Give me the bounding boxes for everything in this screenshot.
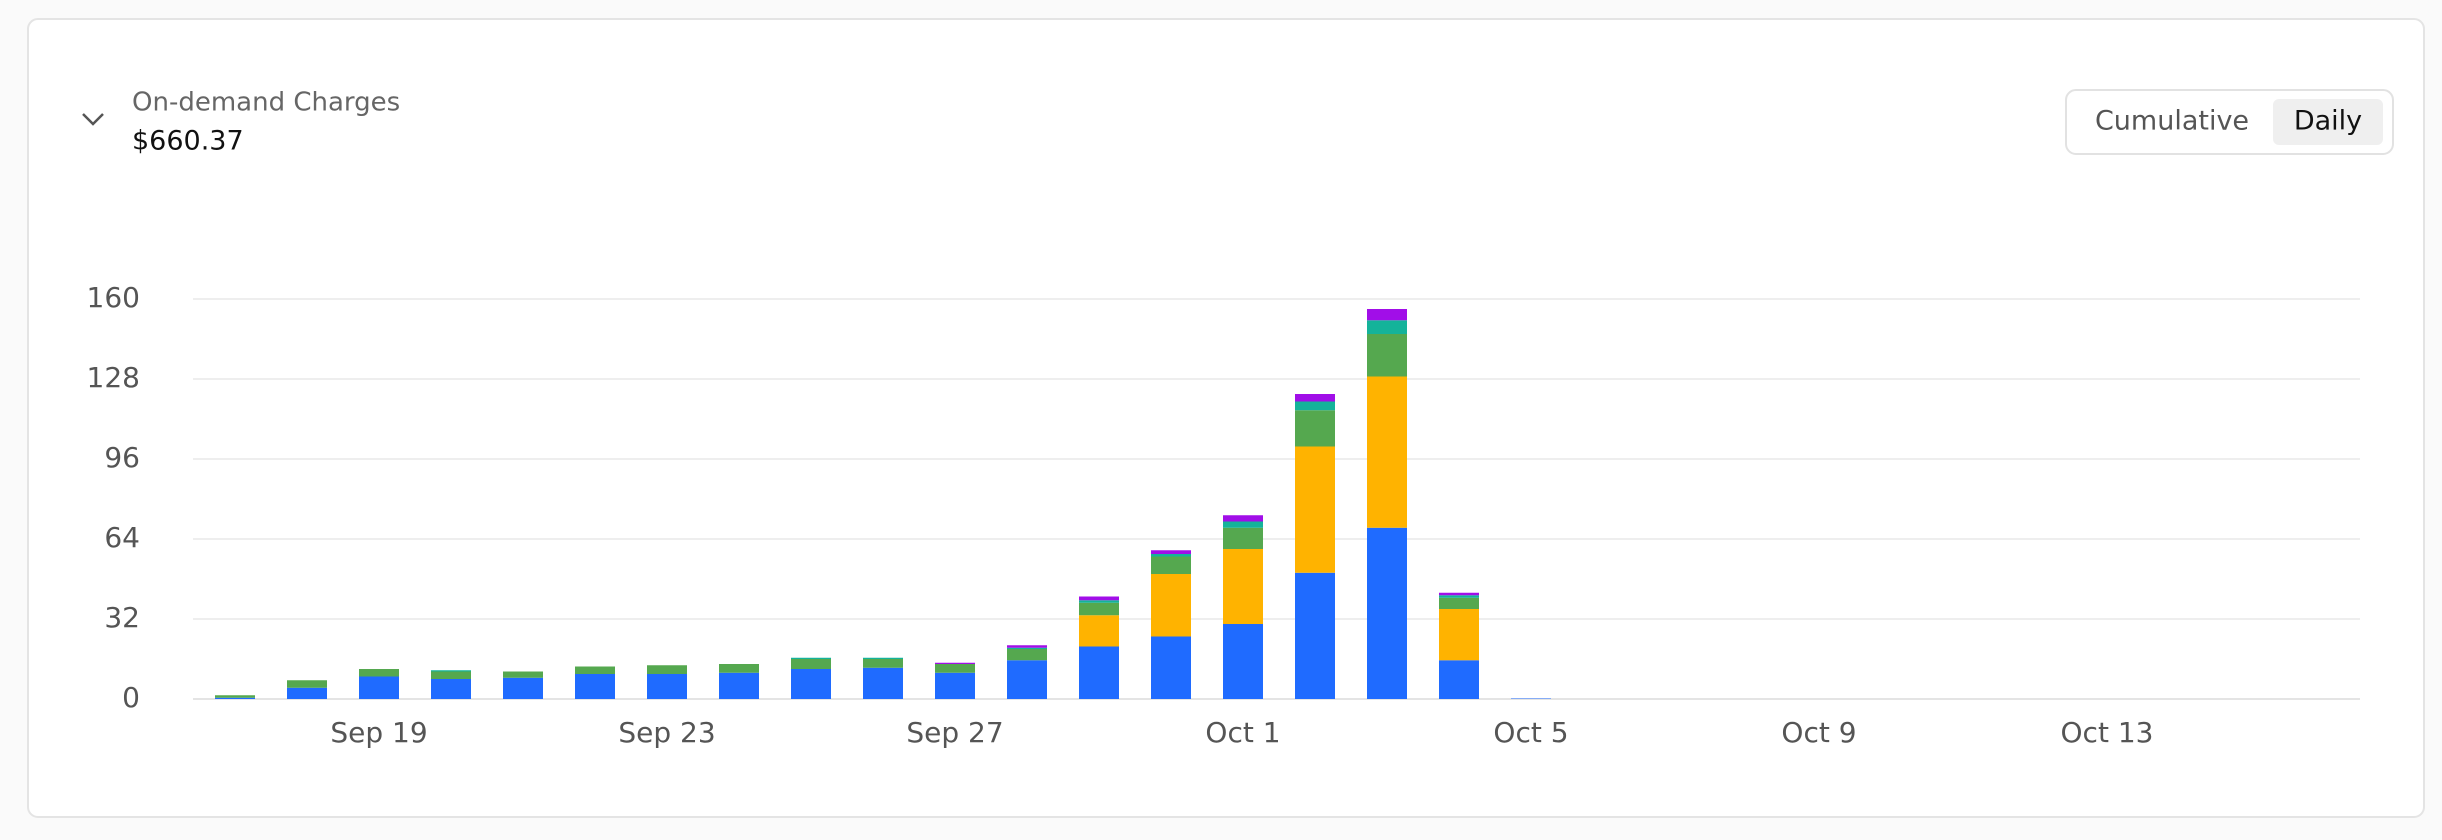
bar-segment [647,674,687,699]
bar-segment [1295,410,1335,447]
bar-segment [575,674,615,699]
x-tick-label: Sep 27 [906,716,1003,749]
chart-total: $660.37 [132,126,244,157]
bar-segment [1223,549,1263,624]
x-tick-label: Sep 23 [618,716,715,749]
bar-segment [1007,647,1047,649]
x-tick-label: Oct 13 [2061,716,2154,749]
bar-segment [1151,636,1191,699]
bar-segment [719,664,759,673]
bar-segment [431,671,471,679]
y-tick-label: 0 [122,681,140,714]
bar-segment [1079,600,1119,603]
bar-segment [1223,515,1263,522]
bar-segment [647,665,687,674]
bar-segment [1295,394,1335,402]
bar-segment [1007,660,1047,699]
bar-segment [1367,527,1407,699]
bar-segment [1367,320,1407,334]
bar-segment [287,687,327,699]
bar-segment [1295,401,1335,411]
toggle-option[interactable]: Cumulative [2095,106,2249,137]
bar-segment [1079,646,1119,699]
y-tick-label: 128 [87,361,140,394]
bar-segment [1295,572,1335,699]
bar-segment [1151,574,1191,637]
bar-segment [863,667,903,699]
bar-segment [431,679,471,699]
x-tick-label: Oct 5 [1493,716,1568,749]
bar-segment [1151,556,1191,574]
y-tick-label: 64 [104,521,140,554]
bar-segment [1223,521,1263,528]
bar-segment [1511,698,1551,699]
bar-segment [1439,595,1479,598]
bar-segment [1439,592,1479,596]
bar-segment [431,670,471,672]
bar-segment [1007,645,1047,648]
bar-segment [287,680,327,688]
bar-segment [359,669,399,677]
card [27,18,2425,818]
bar-segment [719,672,759,699]
bar-segment [791,669,831,699]
bar-segment [359,676,399,699]
x-tick-label: Oct 1 [1205,716,1280,749]
bar-segment [1295,446,1335,573]
y-tick-label: 32 [104,601,140,634]
y-tick-label: 96 [104,441,140,474]
chart-title: On-demand Charges [132,88,400,118]
bar-segment [1367,309,1407,321]
bar-segment [1007,649,1047,661]
bar-segment [575,666,615,674]
bar-segment [503,671,543,678]
toggle-option[interactable]: Daily [2294,106,2362,137]
bar-segment [1223,527,1263,549]
collapse-chevron[interactable] [82,113,104,126]
bar-segment [863,657,903,659]
bar-segment [1439,597,1479,609]
bar-segment [1367,334,1407,377]
bar-segment [1439,609,1479,661]
bar-segment [1223,624,1263,699]
bar-segment [935,672,975,699]
x-tick-label: Oct 9 [1781,716,1856,749]
bar-segment [935,664,975,673]
bar-segment [791,659,831,669]
bar-segment [935,662,975,664]
bar-segment [215,697,255,699]
bar-segment [1079,615,1119,647]
bar-segment [1367,376,1407,528]
bar-segment [1079,596,1119,601]
x-tick-label: Sep 19 [330,716,427,749]
bar-segment [791,657,831,659]
toggle-selected-bg [2273,99,2383,145]
bar-segment [1151,554,1191,557]
bar-segment [863,659,903,668]
bar-segment [1151,550,1191,554]
bar-segment [215,695,255,698]
y-tick-label: 160 [87,281,140,314]
bar-segment [1439,660,1479,699]
bar-segment [503,677,543,699]
bar-segment [1079,602,1119,616]
